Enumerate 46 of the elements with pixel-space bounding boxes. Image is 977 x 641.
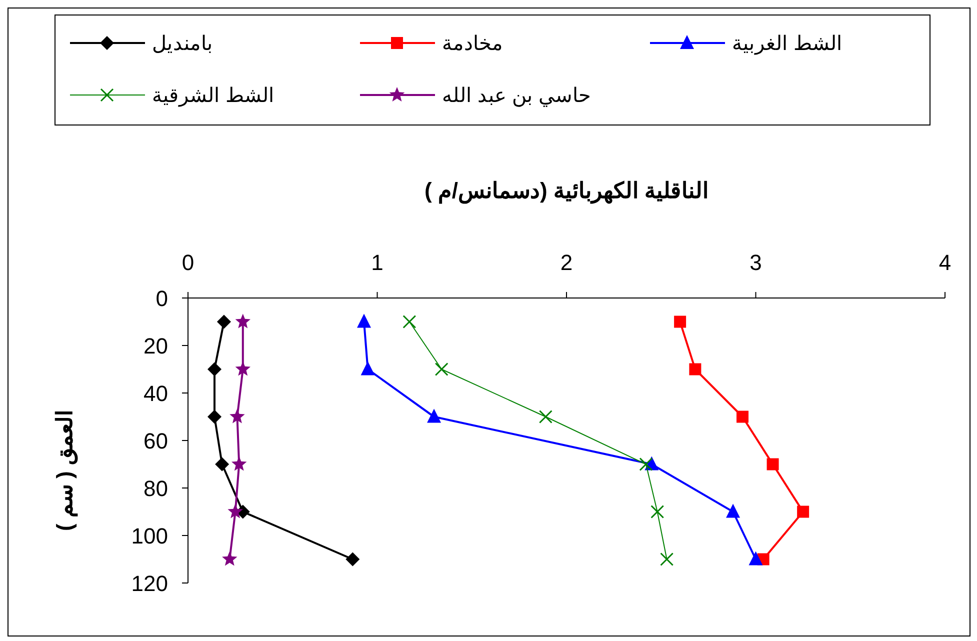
point [434, 362, 448, 376]
point [215, 457, 230, 472]
legend-label: حاسي بن عبد الله [442, 85, 591, 107]
x-tick-label: 2 [560, 250, 573, 275]
point [357, 314, 372, 328]
point [402, 315, 416, 328]
point [360, 361, 375, 376]
point [207, 410, 222, 424]
point [689, 363, 702, 376]
y-tick-label: 80 [144, 476, 168, 501]
x-tick-label: 4 [938, 250, 952, 275]
point [538, 410, 552, 424]
point [650, 505, 664, 518]
point [235, 361, 250, 376]
point [228, 504, 243, 518]
point [235, 314, 250, 328]
y-tick-label: 100 [131, 524, 168, 548]
y-tick-label: 40 [144, 381, 168, 406]
x-tick-label: 0 [182, 250, 194, 275]
x-tick-label: 3 [750, 250, 762, 275]
x-tick-label: 1 [371, 250, 384, 275]
point [346, 552, 360, 566]
point [660, 552, 674, 566]
point [674, 316, 686, 328]
point [427, 408, 442, 423]
point [222, 551, 238, 566]
y-axis-title: العمق ( سم ) [52, 410, 78, 531]
point [726, 504, 740, 518]
legend-label: الشط الغربية [732, 33, 843, 55]
legend-label: الشط الشرقية [152, 85, 275, 107]
point [231, 456, 247, 471]
legend-label: مخادمة [442, 33, 503, 55]
point [736, 410, 749, 423]
point [748, 551, 763, 566]
point [207, 362, 222, 376]
point [766, 458, 779, 470]
x-axis-title: الناقلية الكهربائية (دسمانس/م ) [424, 178, 709, 204]
legend-label: بامنديل [152, 33, 213, 55]
point [230, 408, 245, 424]
y-tick-label: 20 [144, 334, 168, 358]
point [797, 506, 810, 518]
point [639, 458, 653, 471]
y-tick-label: 0 [156, 286, 168, 311]
y-tick-label: 120 [131, 571, 168, 596]
point [216, 314, 231, 329]
y-tick-label: 60 [144, 428, 168, 454]
